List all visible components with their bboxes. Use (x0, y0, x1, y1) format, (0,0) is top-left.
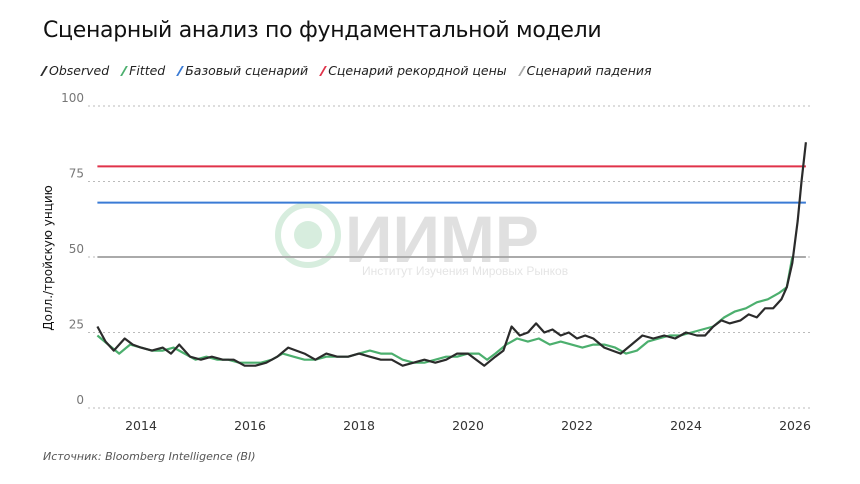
chart-title: Сценарный анализ по фундаментальной моде… (43, 18, 602, 43)
series-line-observed (96, 142, 807, 367)
legend-label: Сценарий падения (526, 63, 652, 78)
x-tick-label: 2014 (125, 418, 157, 433)
legend-item: Сценарий падения (517, 63, 652, 78)
legend: Observed Fitted Базовый сценарий Сценарий р… (40, 63, 652, 78)
watermark-logo: ИИМР (345, 202, 539, 276)
legend-label: Базовый сценарий (185, 63, 309, 78)
legend-item: Fitted (120, 63, 166, 78)
legend-item: Observed (40, 63, 110, 78)
y-tick-label: 50 (69, 242, 84, 256)
legend-label: Fitted (129, 63, 166, 78)
y-tick-label: 100 (61, 91, 84, 105)
legend-item: Базовый сценарий (176, 63, 309, 78)
watermark-subtitle: Институт Изучения Мировых Рынков (362, 264, 568, 278)
x-tick-label: 2022 (561, 418, 593, 433)
x-tick-label: 2026 (779, 418, 811, 433)
legend-label: Observed (49, 63, 110, 78)
x-tick-label: 2024 (670, 418, 702, 433)
y-tick-label: 75 (69, 167, 84, 181)
x-tick-label: 2016 (234, 418, 266, 433)
x-tick-label: 2018 (343, 418, 375, 433)
y-tick-label: 0 (76, 393, 84, 407)
source-note: Источник: Bloomberg Intelligence (BI) (43, 450, 256, 463)
watermark-globe-icon (275, 202, 341, 268)
y-axis-label: Долл./тройскую унцию (41, 185, 55, 331)
y-tick-label: 25 (69, 318, 84, 332)
legend-item: Сценарий рекордной цены (319, 63, 507, 78)
x-tick-label: 2020 (452, 418, 484, 433)
legend-label: Сценарий рекордной цены (328, 63, 507, 78)
